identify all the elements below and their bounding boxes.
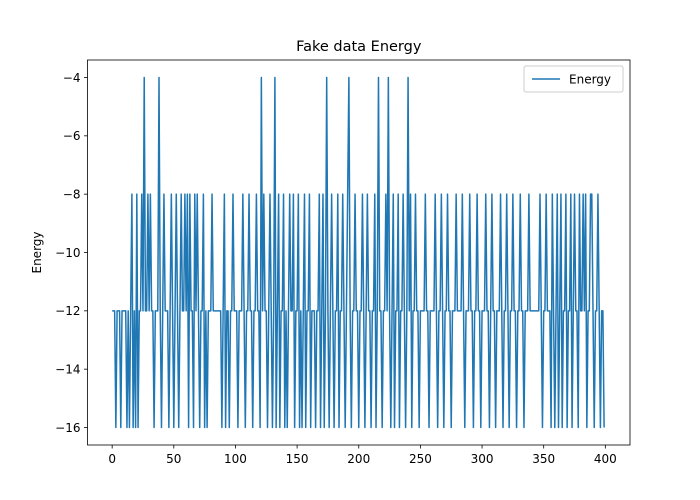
legend: Energy: [523, 65, 624, 93]
x-tick-label: 100: [224, 452, 247, 466]
x-tick-label: 50: [166, 452, 181, 466]
x-tick-label: 350: [532, 452, 555, 466]
x-tick-label: 300: [471, 452, 494, 466]
y-tick-label: −8: [63, 187, 81, 201]
x-tick-label: 250: [409, 452, 432, 466]
y-axis-label: Energy: [30, 231, 44, 273]
y-tick-label: −16: [55, 421, 80, 435]
y-tick-label: −14: [55, 362, 80, 376]
plot-frame: [87, 59, 631, 446]
chart-title: Fake data Energy: [296, 39, 422, 55]
legend-box: [523, 65, 624, 93]
x-axis-ticks: 0 50 100 150 200 250 300 350 400: [108, 445, 617, 466]
legend-label-energy: Energy: [569, 73, 611, 87]
x-tick-label: 0: [108, 452, 116, 466]
x-tick-label: 150: [286, 452, 309, 466]
energy-series-line: [112, 76, 605, 429]
y-tick-label: −12: [55, 304, 80, 318]
y-axis-ticks: −16 −14 −12 −10 −8 −6 −4: [55, 71, 88, 435]
x-tick-label: 400: [594, 452, 617, 466]
x-tick-label: 200: [347, 452, 370, 466]
y-tick-label: −10: [55, 246, 80, 260]
y-tick-label: −4: [63, 71, 81, 85]
y-tick-label: −6: [63, 129, 81, 143]
